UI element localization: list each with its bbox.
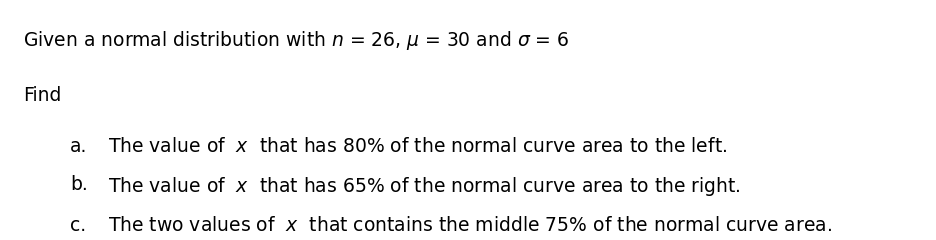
Text: a.: a. <box>70 137 88 156</box>
Text: The two values of  $x$  that contains the middle 75% of the normal curve area.: The two values of $x$ that contains the … <box>108 216 831 235</box>
Text: c.: c. <box>70 216 86 235</box>
Text: Find: Find <box>23 86 62 105</box>
Text: The value of  $x$  that has 80% of the normal curve area to the left.: The value of $x$ that has 80% of the nor… <box>108 137 726 156</box>
Text: Given a normal distribution with $n$ = 26, $\mu$ = 30 and $\sigma$ = 6: Given a normal distribution with $n$ = 2… <box>23 29 569 52</box>
Text: b.: b. <box>70 175 88 194</box>
Text: The value of  $x$  that has 65% of the normal curve area to the right.: The value of $x$ that has 65% of the nor… <box>108 175 739 198</box>
